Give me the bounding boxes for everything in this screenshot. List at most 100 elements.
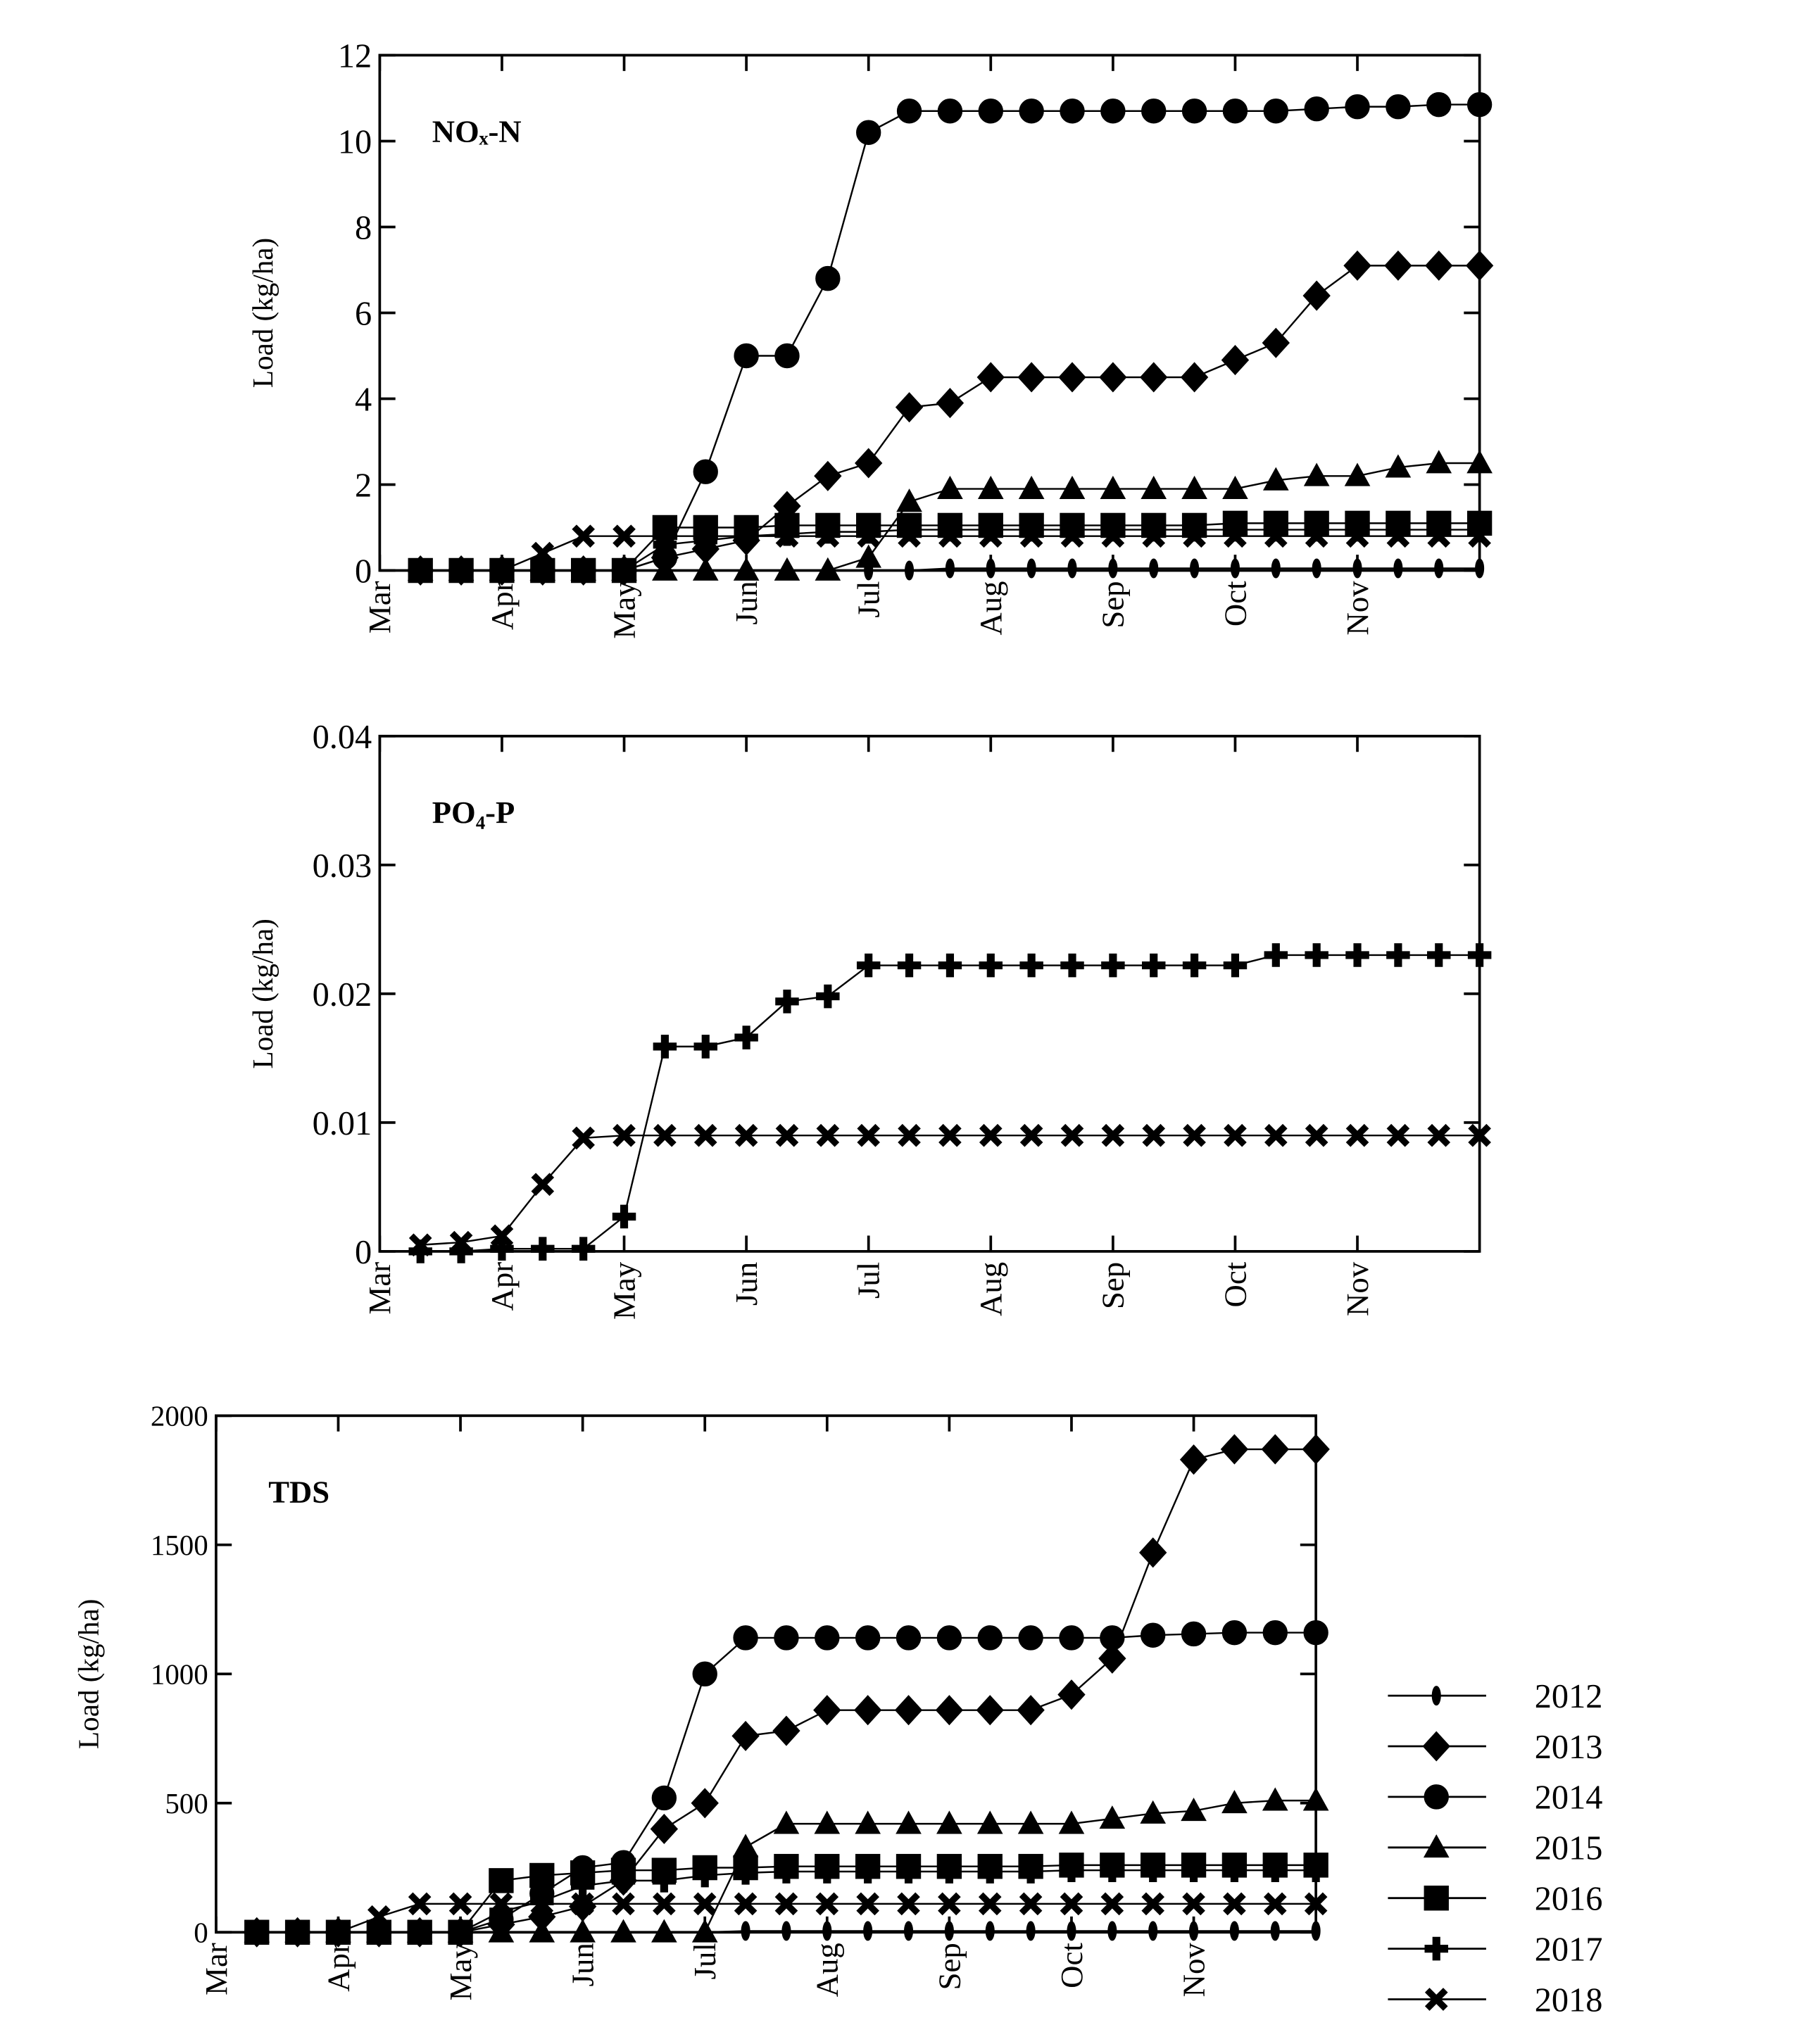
x-tick-label: Apr bbox=[484, 581, 520, 630]
marker bbox=[896, 1860, 921, 1884]
x-tick-label: Jun bbox=[565, 1943, 601, 1986]
marker bbox=[897, 1892, 920, 1916]
marker bbox=[1140, 362, 1168, 393]
marker bbox=[693, 1035, 717, 1059]
marker bbox=[1386, 1123, 1410, 1147]
legend-marker bbox=[1424, 1885, 1449, 1911]
legend-marker bbox=[1422, 1731, 1450, 1762]
x-tick-label: Oct bbox=[1217, 581, 1252, 626]
marker bbox=[815, 557, 841, 581]
x-tick-label: Apr bbox=[320, 1943, 356, 1992]
y-tick-label: 0.01 bbox=[313, 1105, 372, 1142]
marker bbox=[1221, 1620, 1248, 1646]
marker bbox=[734, 1892, 758, 1916]
y-tick-label: 500 bbox=[165, 1787, 208, 1819]
marker bbox=[978, 99, 1003, 124]
y-tick-label: 10 bbox=[338, 123, 372, 160]
x-tick-label: Jun bbox=[729, 581, 764, 624]
marker bbox=[1475, 558, 1485, 579]
y-tick-label: 8 bbox=[355, 209, 372, 246]
marker bbox=[612, 1123, 636, 1147]
legend-label: 2016 bbox=[1535, 1880, 1603, 1917]
x-tick-label: Nov bbox=[1340, 1261, 1375, 1316]
marker bbox=[1223, 1892, 1246, 1916]
marker bbox=[857, 1123, 881, 1147]
marker bbox=[693, 1123, 717, 1147]
y-tick-label: 0.04 bbox=[313, 719, 372, 756]
marker bbox=[731, 1720, 760, 1751]
y-tick-label: 4 bbox=[355, 381, 372, 418]
marker bbox=[693, 524, 717, 548]
marker bbox=[1386, 524, 1410, 548]
x-tick-label: Sep bbox=[1095, 1262, 1131, 1309]
marker bbox=[1181, 475, 1207, 499]
marker bbox=[855, 1625, 881, 1651]
marker bbox=[572, 1126, 595, 1150]
marker bbox=[1345, 943, 1369, 967]
marker bbox=[1108, 558, 1118, 579]
marker bbox=[1019, 99, 1044, 124]
marker bbox=[1468, 1123, 1491, 1147]
marker bbox=[489, 1868, 514, 1893]
marker bbox=[1058, 1810, 1085, 1834]
marker bbox=[1019, 1123, 1043, 1147]
legend-marker bbox=[1424, 1936, 1448, 1961]
marker bbox=[814, 1810, 841, 1834]
marker bbox=[1221, 1790, 1248, 1814]
marker bbox=[1067, 558, 1077, 579]
marker bbox=[856, 120, 881, 145]
marker bbox=[1139, 1537, 1167, 1568]
marker bbox=[822, 1921, 832, 1941]
marker bbox=[905, 560, 915, 581]
marker bbox=[1058, 362, 1086, 393]
marker bbox=[691, 1788, 719, 1819]
marker bbox=[1017, 1810, 1044, 1834]
marker bbox=[1180, 362, 1209, 393]
marker bbox=[1263, 1892, 1287, 1916]
x-tick-label: Aug bbox=[973, 1262, 1008, 1316]
marker bbox=[1060, 1892, 1083, 1916]
marker bbox=[1190, 558, 1200, 579]
marker bbox=[815, 1625, 840, 1651]
marker bbox=[773, 1810, 800, 1834]
marker bbox=[1018, 1625, 1043, 1651]
marker bbox=[1468, 524, 1491, 548]
marker bbox=[1302, 280, 1331, 311]
marker bbox=[1141, 99, 1167, 124]
marker bbox=[856, 953, 881, 978]
marker bbox=[896, 488, 922, 512]
marker bbox=[1183, 524, 1206, 548]
marker bbox=[531, 541, 555, 565]
marker bbox=[1263, 1858, 1288, 1882]
marker bbox=[1182, 1892, 1205, 1916]
marker bbox=[734, 343, 759, 369]
marker bbox=[1345, 524, 1369, 548]
chart-title: NOₓ-N bbox=[432, 114, 522, 149]
marker bbox=[734, 1861, 758, 1885]
marker bbox=[286, 1920, 309, 1944]
marker bbox=[408, 1920, 432, 1945]
marker bbox=[490, 1237, 514, 1261]
marker bbox=[938, 524, 962, 548]
marker bbox=[1305, 524, 1328, 548]
marker bbox=[653, 1035, 677, 1059]
marker bbox=[1142, 1123, 1166, 1147]
legend-marker bbox=[1423, 1834, 1450, 1858]
marker bbox=[863, 1921, 873, 1941]
marker bbox=[693, 459, 718, 484]
marker bbox=[1264, 943, 1288, 967]
marker bbox=[979, 953, 1003, 978]
marker bbox=[489, 1892, 513, 1916]
series-line bbox=[420, 954, 1480, 1253]
marker bbox=[937, 99, 963, 124]
marker bbox=[612, 1204, 636, 1229]
marker bbox=[1304, 1892, 1328, 1916]
y-tick-label: 0 bbox=[355, 1234, 372, 1271]
marker bbox=[1098, 1643, 1126, 1674]
marker bbox=[1270, 1921, 1280, 1941]
legend-marker bbox=[1424, 1988, 1448, 2011]
marker bbox=[815, 1892, 839, 1916]
marker bbox=[935, 1695, 964, 1726]
marker bbox=[1060, 524, 1084, 548]
marker bbox=[651, 1785, 677, 1811]
